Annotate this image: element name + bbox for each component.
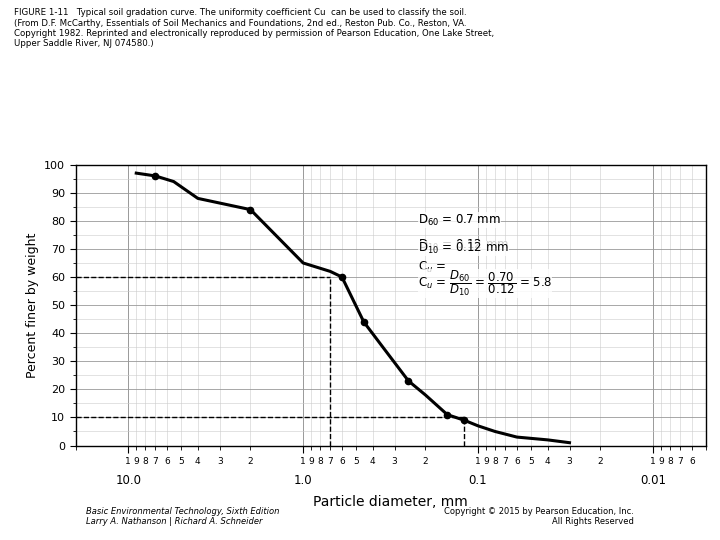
Text: 5: 5 xyxy=(178,457,184,467)
Text: 9: 9 xyxy=(133,457,139,467)
Text: 8: 8 xyxy=(143,457,148,467)
Text: 5: 5 xyxy=(528,457,534,467)
Text: 1: 1 xyxy=(475,457,481,467)
Text: C$_u$ =: C$_u$ = xyxy=(418,260,448,275)
Text: 10.0: 10.0 xyxy=(115,474,141,487)
Text: 4: 4 xyxy=(370,457,376,467)
Text: 9: 9 xyxy=(658,457,664,467)
Text: 6: 6 xyxy=(514,457,520,467)
Text: 6: 6 xyxy=(339,457,345,467)
Text: 6: 6 xyxy=(689,457,695,467)
Text: D$_{10}$ = 0.12 mm: D$_{10}$ = 0.12 mm xyxy=(418,238,509,253)
Text: 6: 6 xyxy=(164,457,170,467)
Text: D$_{10}$ = 0.12 mm: D$_{10}$ = 0.12 mm xyxy=(418,240,509,255)
Text: 2: 2 xyxy=(423,457,428,467)
Text: 3: 3 xyxy=(392,457,397,467)
Text: 9: 9 xyxy=(308,457,314,467)
Text: 1: 1 xyxy=(300,457,306,467)
Text: 7: 7 xyxy=(503,457,508,467)
Text: 8: 8 xyxy=(492,457,498,467)
Text: 7: 7 xyxy=(328,457,333,467)
Text: 2: 2 xyxy=(248,457,253,467)
Text: 4: 4 xyxy=(545,457,551,467)
Text: C$_u$ = $\dfrac{D_{60}}{D_{10}}$ = $\dfrac{0.70}{0.12}$ = 5.8: C$_u$ = $\dfrac{D_{60}}{D_{10}}$ = $\dfr… xyxy=(418,268,552,299)
Text: Particle diameter, mm: Particle diameter, mm xyxy=(313,495,468,509)
Text: 8: 8 xyxy=(667,457,672,467)
Text: 9: 9 xyxy=(483,457,489,467)
Text: Copyright © 2015 by Pearson Education, Inc.
All Rights Reserved: Copyright © 2015 by Pearson Education, I… xyxy=(444,507,634,526)
Text: D$_{60}$ = 0.7 mm: D$_{60}$ = 0.7 mm xyxy=(418,212,501,227)
Text: 0.1: 0.1 xyxy=(469,474,487,487)
Text: 7: 7 xyxy=(153,457,158,467)
Text: 5: 5 xyxy=(353,457,359,467)
Y-axis label: Percent finer by weight: Percent finer by weight xyxy=(26,232,39,378)
Text: 1.0: 1.0 xyxy=(294,474,312,487)
Text: 4: 4 xyxy=(195,457,201,467)
Text: 3: 3 xyxy=(217,457,222,467)
Text: 2: 2 xyxy=(598,457,603,467)
Text: 8: 8 xyxy=(318,457,323,467)
Text: 7: 7 xyxy=(678,457,683,467)
Text: 3: 3 xyxy=(567,457,572,467)
Text: 1: 1 xyxy=(125,457,131,467)
Text: D$_{60}$ = 0.7 mm: D$_{60}$ = 0.7 mm xyxy=(418,212,501,227)
Text: FIGURE 1-11   Typical soil gradation curve. The uniformity coefficient Cu  can b: FIGURE 1-11 Typical soil gradation curve… xyxy=(14,8,495,48)
Text: 1: 1 xyxy=(650,457,656,467)
Text: 0.01: 0.01 xyxy=(640,474,666,487)
Text: Basic Environmental Technology, Sixth Edition
Larry A. Nathanson | Richard A. Sc: Basic Environmental Technology, Sixth Ed… xyxy=(86,507,280,526)
